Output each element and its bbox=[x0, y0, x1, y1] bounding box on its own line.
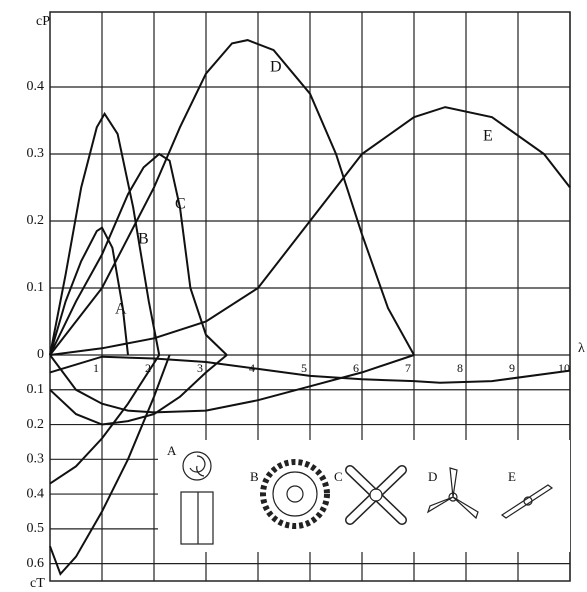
icon-a-blades bbox=[189, 455, 206, 477]
y2-tick-label: 0.1 bbox=[27, 382, 45, 397]
turbine-icons bbox=[158, 440, 570, 552]
y2-tick-label: 0.5 bbox=[27, 521, 45, 536]
curve-label: C bbox=[175, 196, 186, 213]
x-tick-label: 5 bbox=[301, 361, 307, 375]
icon-d-hub bbox=[448, 492, 458, 502]
x-tick-label: 9 bbox=[509, 361, 515, 375]
icon-label: B bbox=[250, 469, 259, 484]
curves bbox=[49, 39, 571, 576]
curve-label: B bbox=[138, 231, 149, 248]
icon-a-side bbox=[180, 491, 214, 545]
x-tick-label: 10 bbox=[558, 361, 570, 375]
y-axis-label: cP bbox=[36, 14, 50, 29]
curve bbox=[49, 354, 228, 426]
curve-label: D bbox=[270, 59, 282, 76]
y-tick-label: 0.2 bbox=[27, 213, 45, 228]
x-tick-label: 4 bbox=[249, 361, 255, 375]
icon-label: E bbox=[508, 469, 516, 484]
x-axis-label: λ bbox=[578, 341, 585, 356]
curve bbox=[49, 354, 171, 576]
y2-tick-label: 0.6 bbox=[27, 556, 45, 571]
curve-label: E bbox=[483, 128, 493, 145]
curve bbox=[49, 39, 415, 356]
curve bbox=[49, 355, 571, 384]
x-tick-label: 6 bbox=[353, 361, 359, 375]
curve bbox=[49, 111, 161, 356]
y-tick-label: 0.4 bbox=[27, 79, 45, 94]
y2-tick-label: 0.2 bbox=[27, 417, 45, 432]
icon-label: D bbox=[428, 469, 437, 484]
icon-d-blades bbox=[426, 467, 479, 520]
icon-label: C bbox=[334, 469, 343, 484]
x-tick-label: 7 bbox=[405, 361, 411, 375]
x-tick-label: 8 bbox=[457, 361, 463, 375]
x-tick-label: 3 bbox=[197, 361, 203, 375]
curve bbox=[49, 226, 129, 356]
y2-tick-label: 0.4 bbox=[27, 486, 45, 501]
y2-tick-label: 0.3 bbox=[27, 452, 45, 467]
icon-a-top bbox=[182, 451, 212, 481]
icon-e-hub bbox=[523, 496, 533, 506]
icon-b-ring bbox=[272, 471, 318, 517]
icon-c-hub bbox=[369, 488, 383, 502]
y-tick-label: 0.1 bbox=[27, 280, 45, 295]
x-tick-label: 1 bbox=[93, 361, 99, 375]
y2-axis-label: cT bbox=[30, 576, 45, 591]
icon-b-rotor bbox=[260, 459, 330, 529]
icon-e-blade bbox=[500, 484, 554, 519]
curve bbox=[49, 354, 415, 414]
y-tick-label: 0 bbox=[37, 347, 44, 362]
curve-label: A bbox=[115, 301, 127, 318]
icon-label: A bbox=[167, 443, 177, 458]
curve bbox=[49, 354, 161, 485]
icon-c-blades-inner bbox=[346, 466, 406, 524]
curve bbox=[49, 106, 571, 356]
curve bbox=[49, 152, 228, 356]
inset-panel bbox=[158, 440, 570, 552]
x-tick-label: 2 bbox=[145, 361, 151, 375]
icon-b-hub bbox=[286, 485, 304, 503]
y-tick-label: 0.3 bbox=[27, 146, 45, 161]
